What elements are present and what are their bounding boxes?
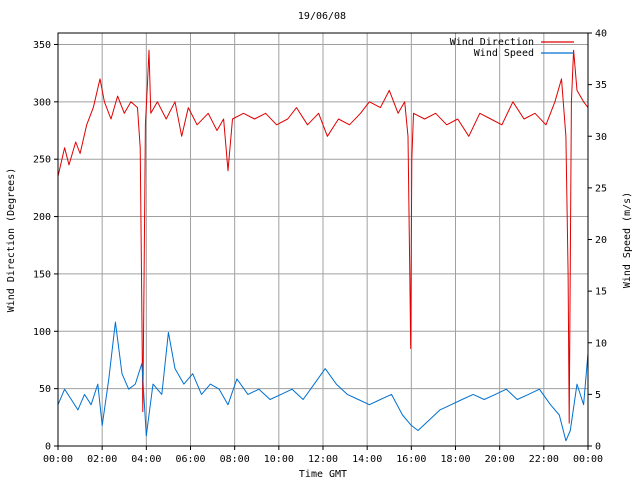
y-left-tick-label: 300 (33, 97, 51, 108)
y-right-tick-label: 10 (595, 338, 607, 349)
x-tick-label: 12:00 (308, 454, 338, 465)
x-tick-label: 00:00 (43, 454, 73, 465)
y-right-tick-label: 15 (595, 287, 607, 298)
y-left-tick-label: 150 (33, 269, 51, 280)
series-line-wind-speed (57, 321, 589, 442)
y-left-tick-label: 200 (33, 212, 51, 223)
x-tick-label: 02:00 (87, 454, 117, 465)
x-tick-label: 00:00 (573, 454, 603, 465)
y-left-tick-label: 0 (45, 442, 51, 453)
legend-label-wind-speed: Wind Speed (474, 48, 534, 59)
y-right-tick-label: 40 (595, 29, 607, 40)
y-left-axis-label: Wind Direction (Degrees) (6, 168, 17, 313)
y-right-axis-label: Wind Speed (m/s) (622, 192, 633, 288)
y-left-tick-label: 100 (33, 327, 51, 338)
x-tick-label: 20:00 (485, 454, 515, 465)
x-tick-label: 04:00 (131, 454, 161, 465)
x-tick-label: 22:00 (529, 454, 559, 465)
y-right-tick-label: 30 (595, 132, 607, 143)
y-right-tick-label: 25 (595, 183, 607, 194)
legend-label-wind-direction: Wind Direction (450, 37, 534, 48)
y-left-tick-label: 50 (39, 384, 51, 395)
y-right-tick-label: 35 (595, 80, 607, 91)
chart-title: 19/06/08 (298, 11, 346, 22)
y-right-tick-label: 20 (595, 235, 607, 246)
legend: Wind Direction Wind Speed (450, 37, 574, 59)
x-tick-label: 14:00 (352, 454, 382, 465)
x-tick-label: 18:00 (440, 454, 470, 465)
y-left-tick-label: 250 (33, 155, 51, 166)
y-left-tick-label: 350 (33, 40, 51, 51)
y-right-tick-label: 0 (595, 442, 601, 453)
series-line-wind-direction (57, 49, 589, 424)
x-tick-label: 08:00 (220, 454, 250, 465)
y-right-tick-label: 5 (595, 390, 601, 401)
x-tick-label: 16:00 (396, 454, 426, 465)
x-axis-label: Time GMT (299, 469, 347, 480)
x-tick-label: 10:00 (264, 454, 294, 465)
x-tick-label: 06:00 (175, 454, 205, 465)
